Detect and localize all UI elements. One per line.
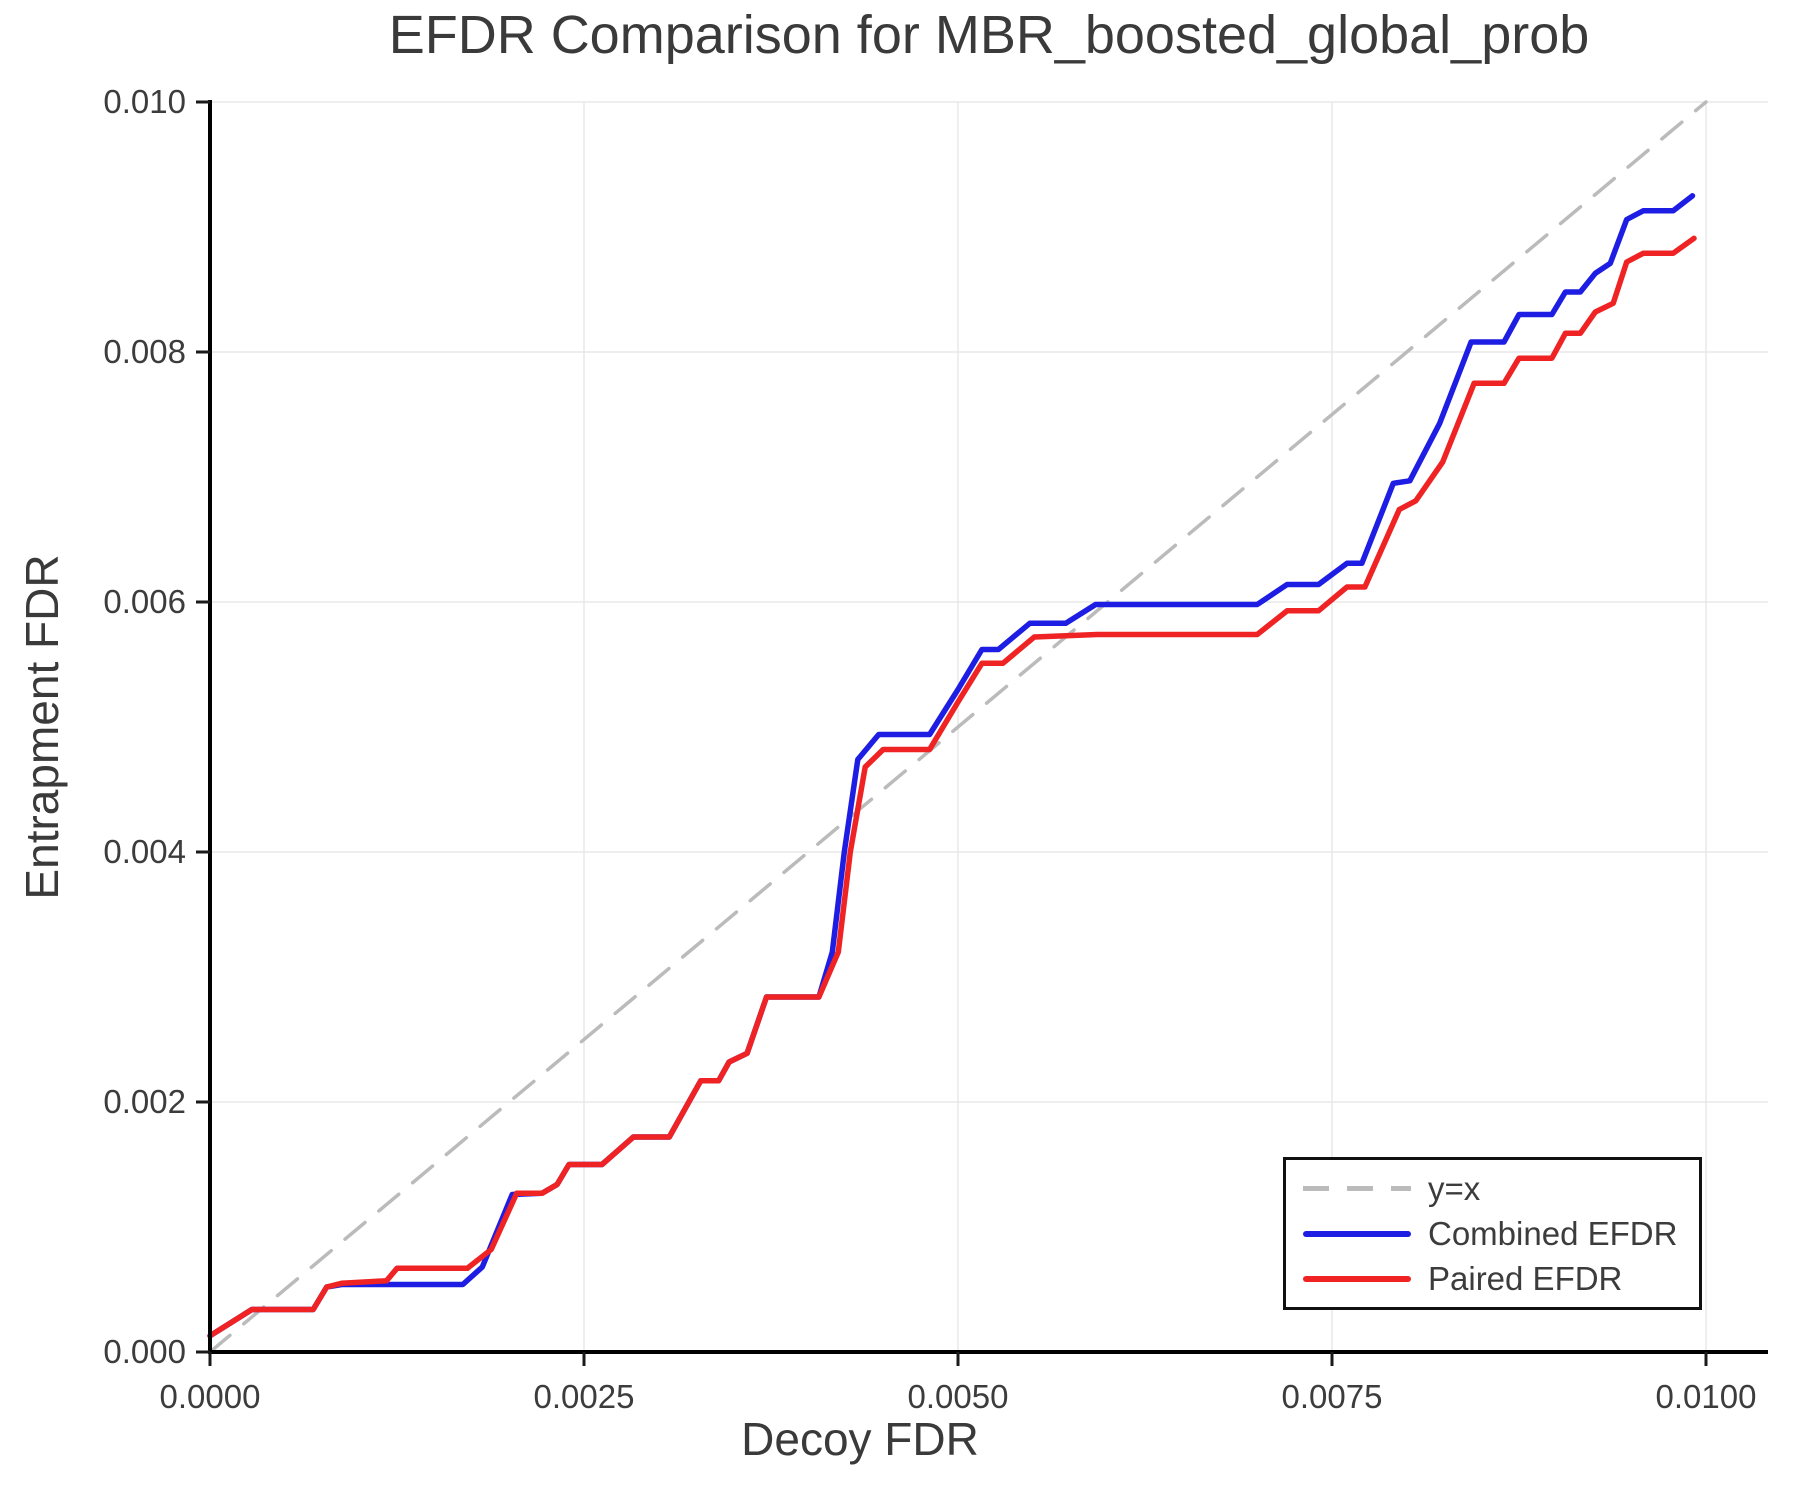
axes: 0.0000 0.0025 0.0050 0.0075 0.0100 0.000 0.002…	[103, 83, 1768, 1415]
legend: y=x Combined EFDR Paired EFDR	[1283, 1157, 1702, 1310]
x-tick-label: 0.0075	[1282, 1378, 1383, 1415]
legend-item-identity: y=x	[1303, 1170, 1699, 1207]
x-tick-label: 0.0050	[908, 1378, 1009, 1415]
dashed-line-sample-icon	[1303, 1186, 1411, 1191]
x-tick-label: 0.0025	[534, 1378, 635, 1415]
y-tick-label: 0.000	[103, 1333, 186, 1370]
series-line-y-x	[208, 100, 1708, 1354]
y-tick-label: 0.002	[103, 1083, 186, 1120]
legend-item-paired: Paired EFDR	[1303, 1260, 1699, 1297]
x-axis-title: Decoy FDR	[741, 1413, 979, 1465]
legend-item-combined: Combined EFDR	[1303, 1215, 1699, 1252]
y-tick-label: 0.010	[103, 83, 186, 120]
red-line-sample-icon	[1303, 1275, 1411, 1282]
chart-title: EFDR Comparison for MBR_boosted_global_p…	[388, 5, 1590, 65]
series-lines	[207, 100, 1708, 1354]
x-tick-label: 0.0100	[1656, 1378, 1757, 1415]
y-axis-title: Entrapment FDR	[16, 554, 68, 900]
series-line-paired-efdr	[207, 235, 1697, 1339]
legend-label: y=x	[1428, 1169, 1481, 1207]
blue-line-sample-icon	[1303, 1230, 1411, 1237]
legend-label: Combined EFDR	[1428, 1214, 1678, 1252]
legend-label: Paired EFDR	[1428, 1259, 1623, 1297]
y-tick-label: 0.008	[103, 333, 186, 370]
y-tick-label: 0.006	[103, 583, 186, 620]
x-tick-label: 0.0000	[160, 1378, 261, 1415]
y-tick-label: 0.004	[103, 833, 186, 870]
